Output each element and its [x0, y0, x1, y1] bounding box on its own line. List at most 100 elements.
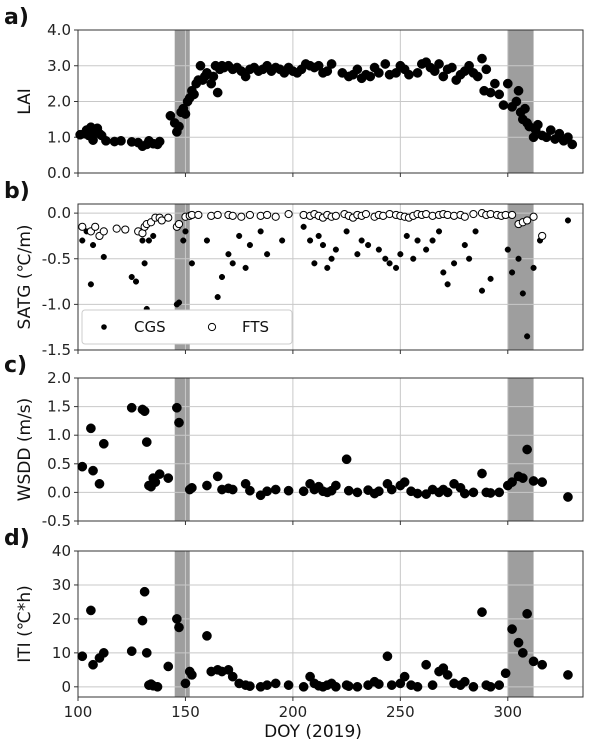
data-point-cgs: [461, 242, 468, 249]
data-point-cgs: [307, 237, 314, 244]
legend-label-cgs: CGS: [134, 318, 166, 336]
data-point: [187, 670, 197, 680]
data-point: [88, 659, 98, 670]
y-tick-label: 2.0: [47, 93, 71, 111]
data-point: [189, 89, 199, 100]
axes-frame: [77, 550, 584, 698]
data-point-cgs: [175, 299, 183, 306]
data-point: [481, 64, 492, 75]
y-tick-label: -0.5: [42, 250, 71, 268]
data-point-cgs: [203, 237, 210, 244]
data-point: [399, 477, 410, 487]
panel-label: b): [4, 179, 30, 204]
data-point-cgs: [214, 294, 221, 301]
data-point-cgs: [328, 255, 335, 262]
data-point: [507, 624, 517, 634]
data-point: [150, 477, 161, 487]
legend: [81, 309, 293, 345]
data-point: [202, 480, 212, 491]
data-point: [94, 478, 105, 489]
data-point-cgs: [472, 228, 479, 235]
data-point: [174, 417, 184, 428]
data-point: [172, 614, 182, 624]
data-point: [270, 484, 281, 495]
y-tick-label: 4.0: [47, 21, 71, 39]
shaded-region: [507, 204, 534, 350]
data-point: [139, 406, 150, 417]
data-point: [227, 484, 238, 495]
data-point: [240, 478, 251, 489]
data-point: [537, 659, 548, 670]
data-point: [528, 656, 539, 667]
data-point: [563, 132, 573, 143]
data-point-cgs: [354, 251, 361, 258]
data-point: [163, 661, 174, 672]
data-point-cgs: [79, 237, 86, 244]
data-point-cgs: [225, 251, 232, 258]
x-tick-label: 300: [493, 703, 522, 721]
panel-b-satg: 0.0 -0.5 -1.0 -1.5 SATG (℃/m) b) CGS FTS: [4, 179, 584, 359]
data-point: [567, 139, 578, 150]
data-point-cgs: [444, 281, 451, 288]
data-point: [165, 110, 176, 121]
panel-label: c): [4, 353, 27, 378]
data-point: [180, 678, 191, 689]
data-point: [485, 87, 496, 98]
data-point: [352, 64, 363, 75]
y-axis-label: WSDD (m/s): [15, 398, 35, 502]
legend-marker-fts: [207, 322, 217, 332]
data-point: [399, 671, 410, 682]
data-point-cgs: [145, 237, 152, 244]
data-point-cgs: [429, 237, 436, 244]
data-point-cgs: [150, 232, 157, 239]
data-point: [494, 680, 505, 690]
data-point: [174, 622, 184, 633]
data-point: [86, 605, 96, 616]
shaded-region: [174, 378, 190, 521]
data-point-cgs: [218, 273, 226, 281]
data-point-fts: [331, 211, 340, 220]
data-point-fts: [121, 225, 130, 234]
data-point-fts: [460, 212, 469, 221]
data-point: [490, 78, 500, 89]
data-point-cgs: [139, 237, 146, 244]
data-point: [472, 71, 483, 82]
legend-label-fts: FTS: [242, 318, 269, 336]
data-point: [528, 476, 539, 486]
data-point-fts: [245, 210, 255, 220]
data-point-cgs: [478, 287, 486, 294]
data-point: [187, 482, 197, 493]
data-point: [270, 678, 281, 689]
data-point: [412, 681, 423, 692]
data-point-cgs: [264, 251, 271, 258]
data-point-fts: [228, 211, 237, 220]
y-tick-label: 10: [52, 644, 71, 662]
y-tick-label: -1.5: [42, 341, 71, 359]
data-point-cgs: [128, 273, 135, 281]
data-point-fts: [523, 216, 532, 225]
y-axis-label: SATG (℃/m): [15, 224, 35, 329]
data-point: [434, 59, 444, 69]
data-point: [154, 469, 165, 479]
data-point: [459, 488, 470, 499]
data-point-cgs: [332, 246, 339, 253]
data-point: [141, 437, 152, 447]
data-point: [139, 586, 150, 597]
y-tick-label: 40: [52, 542, 71, 560]
axes-frame: [77, 377, 584, 522]
data-point-cgs: [515, 255, 522, 262]
data-point: [365, 71, 376, 82]
data-point: [283, 485, 294, 496]
data-point: [313, 60, 324, 71]
panel-d-iti: 0 10 20 30 40 100 150 200 250 300 ITI (℃*h) d): [4, 526, 584, 721]
data-point: [391, 68, 401, 78]
data-point: [412, 68, 423, 78]
data-point: [174, 121, 184, 132]
data-point-cgs: [397, 251, 404, 258]
data-point-fts: [263, 210, 272, 220]
data-point: [498, 100, 509, 110]
data-point: [494, 487, 505, 498]
data-point: [126, 402, 137, 413]
data-point: [343, 681, 354, 691]
